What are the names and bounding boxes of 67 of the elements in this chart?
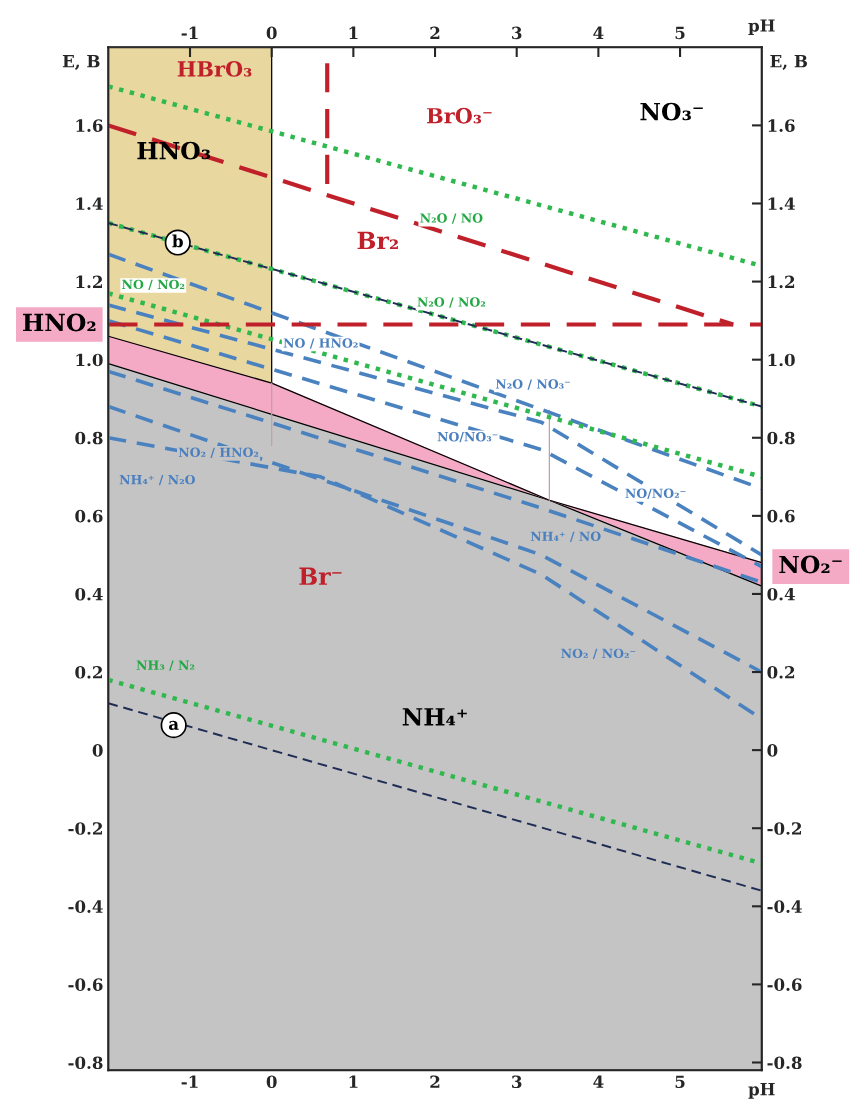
annotation: N₂O / NO₃⁻ (495, 379, 570, 390)
x2-tick-label: 3 (512, 26, 522, 40)
annotation: N₂O / NO (420, 213, 483, 224)
x2-tick-label: 4 (593, 26, 604, 39)
x2-tick-label: -1 (181, 26, 198, 39)
x2-tick-label: 0 (266, 26, 277, 40)
annotation: NO₃⁻ (640, 102, 703, 121)
x2-axis-title: pH (748, 19, 775, 36)
y2-tick-label: -0.4 (767, 900, 802, 913)
y2-tick-label: -0.2 (767, 822, 802, 835)
y-tick-label: 1.0 (76, 353, 103, 367)
y2-tick-label: 0.4 (767, 587, 795, 601)
x-tick-label: 0 (266, 1075, 277, 1089)
y2-tick-label: 0.6 (767, 509, 795, 523)
y-tick-label: 0.4 (75, 587, 103, 601)
annotation: NO / NO₂ (122, 279, 185, 291)
y2-tick-label: -0.6 (767, 978, 802, 991)
x2-tick-label: 2 (430, 26, 440, 39)
x2-tick-label: 5 (675, 26, 685, 40)
annotation: NO/NO₂⁻ (625, 488, 686, 499)
y2-axis-title: E, B (770, 55, 808, 70)
annotation: Br₂ (357, 231, 398, 250)
y2-tick-label: 1.6 (768, 119, 795, 132)
text: NO₂⁻ (779, 555, 842, 574)
annotation: NH₄⁺ / NO (530, 531, 601, 542)
annotation: Br⁻ (299, 567, 342, 585)
annotation: N₂O / NO₂ (417, 297, 486, 308)
y2-tick-label: 0.2 (767, 666, 795, 679)
annotation: a (168, 720, 179, 730)
annotation: NO₂ / NO₂⁻ (561, 648, 636, 660)
y2-tick-label: -0.8 (767, 1056, 802, 1070)
y-axis-title: E, B (62, 55, 100, 70)
y-tick-label: 0.6 (75, 509, 103, 523)
y-tick-label: -0.4 (68, 900, 103, 913)
x-tick-label: 5 (675, 1075, 685, 1089)
annotation: NO₂ / HNO₂ (178, 447, 259, 458)
y2-tick-label: 1.0 (768, 353, 795, 367)
x-tick-label: 3 (512, 1075, 522, 1089)
annotation: HBrO₃ (177, 61, 252, 77)
x2-tick-label: 1 (349, 26, 358, 39)
y2-tick-label: 0 (767, 744, 778, 757)
text: HNO₂ (23, 313, 96, 332)
annotation: NO / HNO₂ (283, 338, 358, 349)
y-tick-label: -0.6 (68, 978, 103, 991)
y2-tick-label: 1.2 (768, 275, 795, 289)
y-tick-label: 0.2 (75, 666, 102, 679)
y-tick-label: 1.4 (76, 197, 103, 211)
y-tick-label: 1.6 (76, 119, 103, 132)
annotation: NH₄⁺ / N₂O (119, 474, 195, 486)
annotation: b (172, 234, 183, 248)
y-tick-label: 0.8 (75, 431, 103, 445)
x-tick-label: 1 (349, 1075, 358, 1088)
y2-tick-label: 0.8 (767, 431, 795, 445)
annotation: NO/NO₃⁻ (437, 431, 498, 443)
annotation: NH₄⁺ (402, 708, 467, 726)
x-tick-label: 2 (430, 1075, 440, 1088)
y2-tick-label: 1.4 (768, 197, 795, 211)
annotation: NH₃ / N₂ (136, 660, 195, 671)
y-tick-label: 0 (92, 744, 103, 757)
annotation: BrO₃⁻ (427, 107, 492, 124)
y-tick-label: -0.2 (68, 822, 102, 835)
y-tick-label: 1.2 (76, 275, 102, 289)
x-axis-title: pH (748, 1083, 775, 1099)
y-tick-label: -0.8 (68, 1056, 103, 1070)
x-tick-label: 4 (593, 1075, 604, 1088)
annotation: HNO₃ (137, 141, 211, 160)
x-tick-label: -1 (181, 1075, 198, 1088)
